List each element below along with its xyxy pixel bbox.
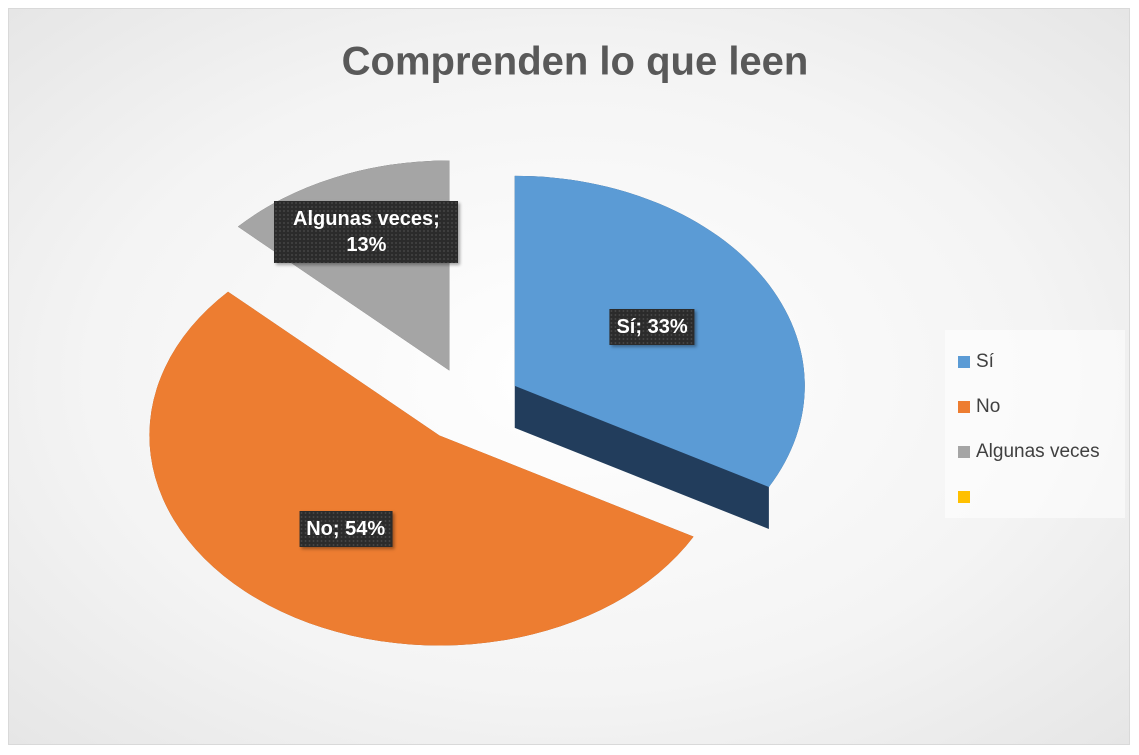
legend-swatch <box>958 446 970 458</box>
data-label: No; 54% <box>299 510 393 547</box>
legend-label: Sí <box>976 351 995 372</box>
legend-box <box>945 330 1125 518</box>
legend-label: No <box>976 396 1000 417</box>
legend-swatch <box>958 491 970 503</box>
legend-label: Algunas veces <box>976 441 1100 462</box>
data-label: Sí; 33% <box>609 309 695 346</box>
legend-swatch <box>958 401 970 413</box>
data-label: Algunas veces; 13% <box>274 200 459 263</box>
chart-title: Comprenden lo que leen <box>342 40 809 84</box>
slice <box>149 291 694 646</box>
legend-swatch <box>958 356 970 368</box>
